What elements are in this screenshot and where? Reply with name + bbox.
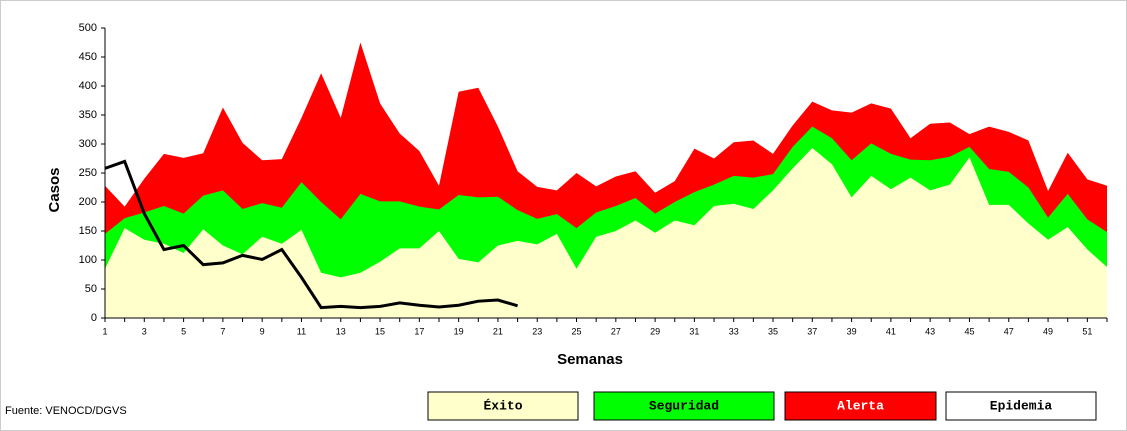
x-tick-label: 51 (1082, 326, 1092, 336)
x-tick-label: 21 (493, 326, 503, 336)
y-tick-label: 400 (79, 80, 97, 92)
x-axis-title: Semanas (557, 351, 623, 368)
legend-swatch (945, 391, 1097, 421)
x-tick-label: 43 (925, 326, 935, 336)
area (105, 148, 1107, 318)
x-tick-label: 23 (532, 326, 542, 336)
x-tick-label: 39 (847, 326, 857, 336)
x-tick-label: 45 (964, 326, 974, 336)
x-tick-label: 1 (102, 326, 107, 336)
x-tick-label: 25 (572, 326, 582, 336)
x-tick-label: 29 (650, 326, 660, 336)
legend-label: Seguridad (649, 398, 719, 413)
y-axis-title: Casos (46, 167, 63, 212)
legend-swatch (784, 391, 937, 421)
source: Fuente: VENOCD/DGVS (5, 405, 127, 417)
x-tick-label: 27 (611, 326, 621, 336)
x-tick-label: 17 (414, 326, 424, 336)
x-tick-label: 35 (768, 326, 778, 336)
y-tick-label: 0 (91, 312, 97, 324)
y-tick-label: 250 (79, 167, 97, 179)
y-tick-label: 200 (79, 196, 97, 208)
line (104, 159, 519, 310)
x-tick-label: 37 (807, 326, 817, 336)
y-tick-label: 50 (85, 283, 97, 295)
x-tick-label: 7 (220, 326, 225, 336)
x-tick-label: 49 (1043, 326, 1053, 336)
x-tick-label: 13 (336, 326, 346, 336)
x-tick-label: 5 (181, 326, 186, 336)
x-tick-label: 3 (142, 326, 147, 336)
x-tick-label: 19 (454, 326, 464, 336)
y-tick-label: 150 (79, 225, 97, 237)
y-tick-label: 100 (79, 254, 97, 266)
x-tick-label: 11 (297, 326, 306, 336)
x-tick-label: 15 (375, 326, 385, 336)
legend-label: Éxito (483, 398, 522, 413)
y-tick-label: 500 (79, 22, 97, 34)
x-tick-label: 41 (886, 326, 896, 336)
x-tick-label: 33 (729, 326, 739, 336)
x-tick-label: 9 (260, 326, 265, 336)
plot (104, 42, 1107, 318)
legend-label: Epidemia (990, 398, 1053, 413)
legend-swatch (593, 391, 775, 421)
x-tick-label: 31 (689, 326, 699, 336)
legend-swatch (427, 391, 579, 421)
y-tick-label: 300 (79, 138, 97, 150)
legend-label: Alerta (837, 398, 884, 413)
y-tick-label: 450 (79, 51, 97, 63)
x-tick-label: 47 (1004, 326, 1014, 336)
y-tick-label: 350 (79, 109, 97, 121)
